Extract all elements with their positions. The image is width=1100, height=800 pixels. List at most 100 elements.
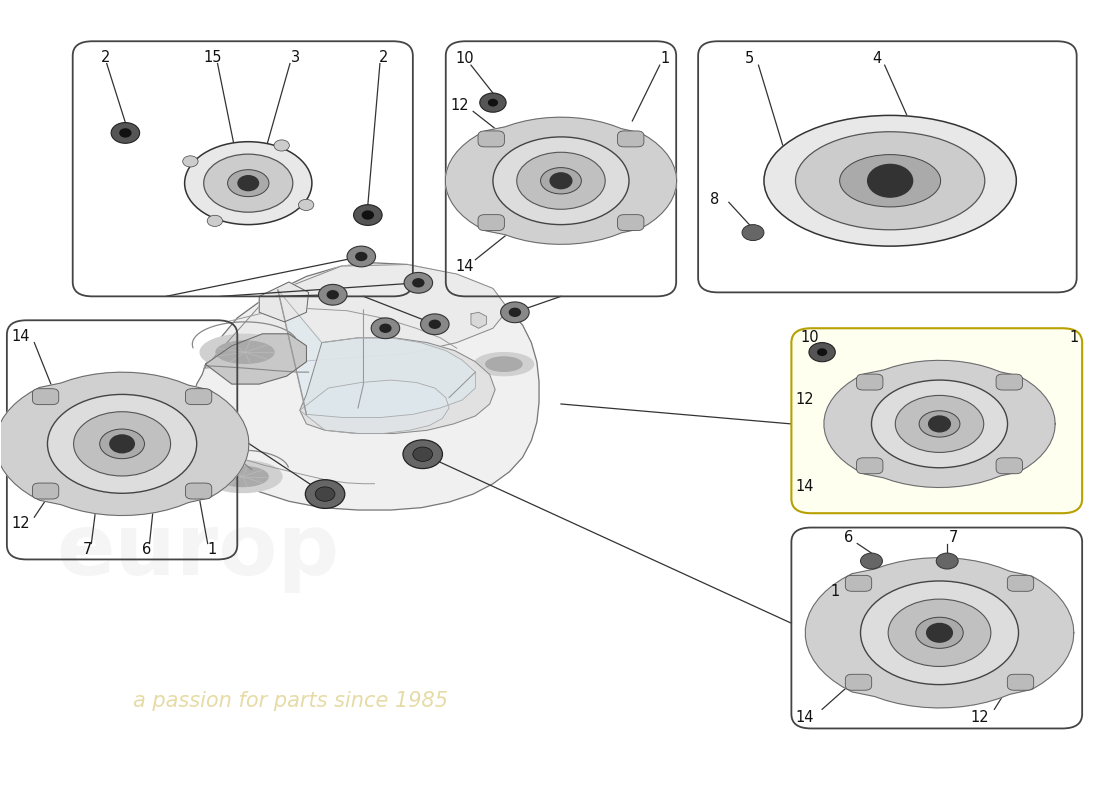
Circle shape <box>412 279 424 286</box>
Text: 2: 2 <box>101 50 110 65</box>
Circle shape <box>509 308 520 316</box>
Ellipse shape <box>860 581 1019 685</box>
Polygon shape <box>205 265 508 368</box>
Circle shape <box>120 129 131 137</box>
Circle shape <box>298 199 314 210</box>
Ellipse shape <box>895 395 983 453</box>
Ellipse shape <box>218 466 268 486</box>
FancyBboxPatch shape <box>478 131 505 147</box>
Polygon shape <box>0 372 249 515</box>
Ellipse shape <box>540 168 582 194</box>
Circle shape <box>355 253 366 261</box>
Circle shape <box>328 290 338 298</box>
Text: 1: 1 <box>661 51 670 66</box>
Circle shape <box>110 435 134 453</box>
Text: 10: 10 <box>801 330 820 346</box>
Circle shape <box>928 416 950 432</box>
Ellipse shape <box>486 357 522 371</box>
Text: 8: 8 <box>710 192 719 206</box>
Circle shape <box>808 342 835 362</box>
Ellipse shape <box>888 599 991 666</box>
Circle shape <box>404 273 432 293</box>
Polygon shape <box>260 282 309 322</box>
Ellipse shape <box>100 429 144 458</box>
Polygon shape <box>471 312 486 328</box>
Polygon shape <box>194 263 539 510</box>
Circle shape <box>207 215 222 226</box>
Text: 14: 14 <box>455 258 474 274</box>
Circle shape <box>346 246 375 267</box>
Circle shape <box>111 122 140 143</box>
FancyBboxPatch shape <box>857 458 883 474</box>
Circle shape <box>550 173 572 189</box>
Text: europ: europ <box>56 510 340 594</box>
Text: 1: 1 <box>830 584 840 599</box>
Ellipse shape <box>228 170 268 197</box>
FancyBboxPatch shape <box>617 214 643 230</box>
FancyBboxPatch shape <box>32 483 58 499</box>
FancyBboxPatch shape <box>845 674 871 690</box>
Text: 6: 6 <box>142 542 151 558</box>
Text: 2: 2 <box>378 50 388 65</box>
Polygon shape <box>206 334 307 384</box>
Circle shape <box>742 225 764 241</box>
Ellipse shape <box>185 142 312 225</box>
FancyBboxPatch shape <box>186 483 211 499</box>
FancyBboxPatch shape <box>478 214 505 230</box>
Circle shape <box>412 447 432 462</box>
Circle shape <box>488 99 497 106</box>
Text: 14: 14 <box>12 329 31 344</box>
Circle shape <box>429 320 440 328</box>
Circle shape <box>420 314 449 334</box>
Text: 1: 1 <box>1070 330 1079 346</box>
Circle shape <box>362 211 373 219</box>
Circle shape <box>238 176 258 190</box>
Circle shape <box>316 487 334 502</box>
Text: 14: 14 <box>795 478 814 494</box>
FancyBboxPatch shape <box>845 575 871 591</box>
Circle shape <box>868 165 913 197</box>
FancyBboxPatch shape <box>186 389 211 405</box>
Ellipse shape <box>204 461 282 493</box>
Polygon shape <box>300 380 449 434</box>
Text: 12: 12 <box>12 516 31 531</box>
Polygon shape <box>300 338 495 434</box>
Text: 14: 14 <box>795 710 814 725</box>
FancyBboxPatch shape <box>32 389 58 405</box>
Text: 3: 3 <box>290 50 300 65</box>
Ellipse shape <box>871 380 1008 468</box>
Circle shape <box>183 156 198 167</box>
Text: 12: 12 <box>451 98 470 113</box>
Circle shape <box>379 324 390 332</box>
Text: 6: 6 <box>844 530 854 545</box>
Text: 10: 10 <box>455 51 474 66</box>
Circle shape <box>371 318 399 338</box>
Polygon shape <box>278 290 475 418</box>
FancyBboxPatch shape <box>997 458 1022 474</box>
Circle shape <box>500 302 529 322</box>
Ellipse shape <box>517 152 605 210</box>
Text: 4: 4 <box>872 51 881 66</box>
Circle shape <box>306 480 344 509</box>
Ellipse shape <box>216 341 274 363</box>
Text: 12: 12 <box>971 710 989 725</box>
Ellipse shape <box>204 154 293 212</box>
Ellipse shape <box>764 115 1016 246</box>
FancyBboxPatch shape <box>617 131 643 147</box>
Text: 1: 1 <box>208 542 217 558</box>
Ellipse shape <box>200 334 289 370</box>
Circle shape <box>274 140 289 151</box>
Circle shape <box>480 93 506 112</box>
Circle shape <box>936 553 958 569</box>
Circle shape <box>319 285 346 305</box>
Text: 15: 15 <box>204 50 222 65</box>
Polygon shape <box>805 558 1074 708</box>
FancyBboxPatch shape <box>791 328 1082 514</box>
Text: 5: 5 <box>745 51 755 66</box>
Circle shape <box>926 623 953 642</box>
Ellipse shape <box>474 353 534 376</box>
FancyBboxPatch shape <box>1008 674 1034 690</box>
FancyBboxPatch shape <box>857 374 883 390</box>
FancyBboxPatch shape <box>1008 575 1034 591</box>
Ellipse shape <box>920 410 960 437</box>
